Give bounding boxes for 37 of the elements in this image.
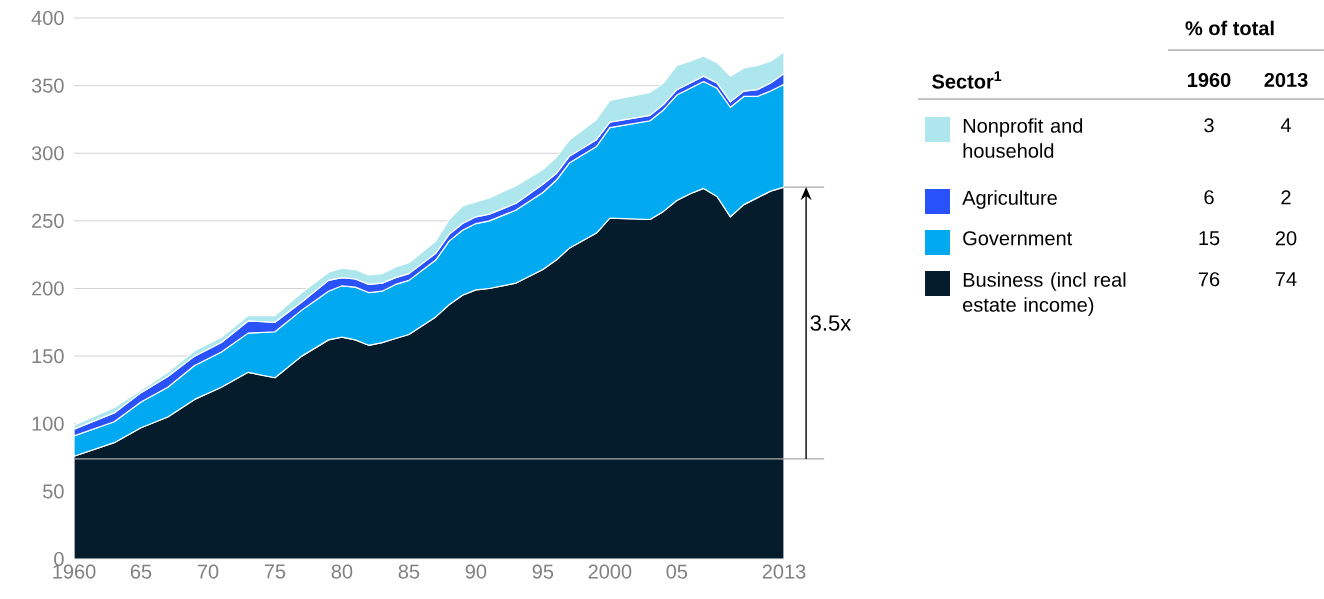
y-tick-label: 50 xyxy=(43,484,64,499)
legend-label: Nonprofit and household xyxy=(963,118,1083,158)
x-tick-label: 2013 xyxy=(762,564,806,579)
x-tick-label: 1960 xyxy=(53,564,96,579)
text: 15 xyxy=(1199,231,1220,246)
text: 4 xyxy=(1280,118,1291,132)
text: 2 xyxy=(1281,190,1291,205)
text: 3.5x xyxy=(810,315,851,331)
y-tick-label: 400 xyxy=(31,10,64,26)
y-tick-label: 200 xyxy=(32,281,64,296)
x-tick-label: 2000 xyxy=(588,564,632,579)
text: 3 xyxy=(1204,118,1214,133)
x-tick-label: 90 xyxy=(465,564,487,579)
x-tick-label: 05 xyxy=(666,564,688,579)
y-tick-label: 0 xyxy=(54,551,64,567)
legend-label: Government xyxy=(963,231,1073,246)
x-tick-label: 85 xyxy=(398,564,420,579)
legend-title: Sector$^{1}$ xyxy=(932,71,1002,89)
text: 20 xyxy=(1275,231,1297,246)
y-tick-label: 350 xyxy=(31,78,64,93)
legend-label: Agriculture xyxy=(962,190,1057,209)
y-tick-label: 300 xyxy=(31,146,64,161)
text: 1960 xyxy=(1188,72,1231,88)
y-tick-label: 150 xyxy=(32,349,64,364)
text: % of total xyxy=(1185,20,1274,36)
text: Business (incl real estate income) xyxy=(963,272,1126,316)
text: 76 xyxy=(1198,272,1220,287)
y-tick-label: 250 xyxy=(32,213,64,228)
text: 6 xyxy=(1204,190,1214,205)
x-tick-label: 65 xyxy=(130,564,152,579)
y-tick-label: 100 xyxy=(32,416,64,431)
x-tick-label: 75 xyxy=(264,564,286,579)
text: 2013 xyxy=(1264,72,1308,88)
x-tick-label: 80 xyxy=(331,564,353,579)
x-tick-label: 95 xyxy=(532,564,554,579)
text: 74 xyxy=(1275,272,1297,286)
x-tick-label: 70 xyxy=(197,564,219,579)
